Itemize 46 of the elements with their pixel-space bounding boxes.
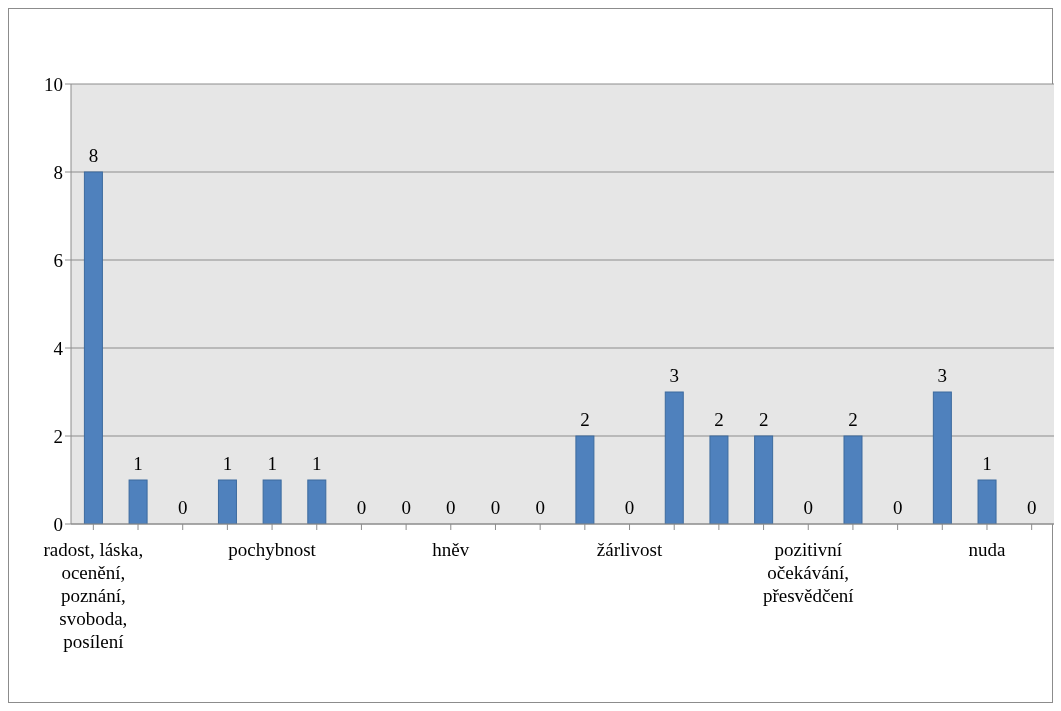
y-tick-label: 8	[53, 161, 63, 183]
x-tick-label: pozitivní očekávání, přesvědčení	[762, 539, 855, 606]
bar	[709, 435, 729, 524]
data-label: 1	[133, 453, 143, 474]
bar	[128, 479, 148, 524]
data-label: 3	[669, 365, 680, 386]
data-label: 0	[1026, 497, 1037, 518]
data-label: 1	[222, 453, 233, 474]
bar	[307, 479, 327, 524]
data-label: 0	[446, 497, 456, 518]
x-tick-label: žárlivost	[596, 539, 663, 560]
data-label: 2	[758, 409, 769, 430]
y-tick-label: 4	[53, 337, 64, 359]
y-tick-label: 10	[44, 73, 63, 95]
bar	[217, 479, 237, 524]
bar	[83, 171, 103, 524]
bar	[664, 391, 684, 524]
data-label: 2	[714, 409, 724, 430]
data-label: 0	[401, 497, 411, 518]
x-tick-label: pochybnost	[228, 539, 317, 560]
data-label: 1	[982, 453, 992, 474]
x-tick-label: hněv	[432, 539, 470, 560]
data-label: 0	[535, 497, 545, 518]
data-label: 0	[490, 497, 501, 518]
y-tick-label: 0	[53, 513, 63, 535]
x-tick-label: radost, láska, ocenění, poznání, svoboda, posílení	[43, 539, 144, 652]
data-label: 1	[312, 453, 322, 474]
y-tick-label: 2	[53, 425, 63, 447]
data-label: 1	[267, 453, 277, 474]
data-label: 0	[803, 497, 814, 518]
data-label: 0	[178, 497, 188, 518]
data-label: 0	[624, 497, 635, 518]
bar	[977, 479, 997, 524]
bar	[754, 435, 774, 524]
data-label: 8	[88, 145, 99, 166]
data-label: 2	[848, 409, 858, 430]
x-tick-label: nuda	[968, 539, 1007, 560]
data-label: 3	[937, 365, 948, 386]
bar	[932, 391, 952, 524]
y-tick-label: 6	[53, 249, 63, 271]
data-label: 0	[356, 497, 367, 518]
bar	[262, 479, 282, 524]
bar	[575, 435, 595, 524]
data-label: 0	[892, 497, 903, 518]
data-label: 2	[580, 409, 590, 430]
bar	[843, 435, 863, 524]
